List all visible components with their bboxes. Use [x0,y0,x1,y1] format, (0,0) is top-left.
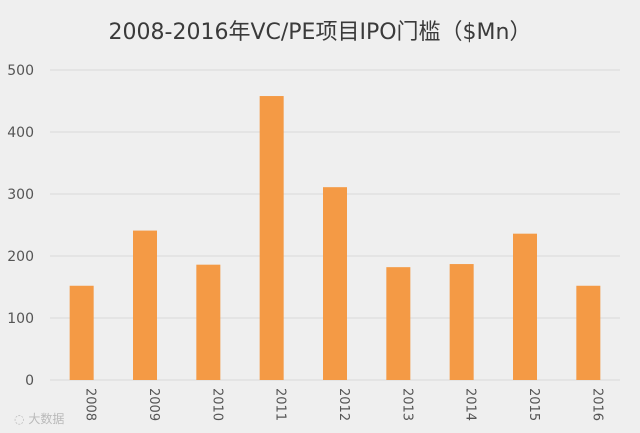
bar-2010[interactable] [196,264,221,380]
bar-2009[interactable] [133,230,157,380]
y-tick-label: 100 [7,311,34,327]
x-tick-label: 2015 [526,388,541,421]
x-tick-label: 2013 [399,388,414,421]
y-tick-label: 200 [7,249,34,265]
bar-2016[interactable] [576,285,601,380]
watermark-text: 大数据 [28,412,65,426]
x-tick-label: 2014 [463,388,478,421]
x-axis-ticks: 2008 2009 2010 2011 2012 2013 2014 2015 2016 [83,388,605,421]
y-axis-ticks: 0 100 200 300 400 500 [7,63,34,389]
bar-2012[interactable] [323,187,347,380]
bar-2015[interactable] [513,233,537,380]
y-tick-label: 300 [7,187,34,203]
x-tick-label: 2011 [273,388,288,421]
bar-2008[interactable] [69,285,94,380]
bar-2013[interactable] [386,267,411,380]
x-tick-label: 2009 [146,388,161,421]
y-tick-label: 400 [7,125,34,141]
y-tick-label: 500 [7,63,34,79]
bar-2011[interactable] [259,96,284,380]
watermark: ◌ 大数据 [14,410,64,427]
x-tick-label: 2008 [83,388,98,421]
watermark-icon: ◌ [14,412,25,426]
x-tick-label: 2010 [209,388,224,421]
chart-title: 2008-2016年VC/PE项目IPO门槛（$Mn） [108,20,532,45]
y-tick-label: 0 [25,373,34,389]
bar-2014[interactable] [449,264,474,380]
bar-layer [69,96,601,380]
x-tick-label: 2012 [336,388,351,421]
x-tick-label: 2016 [589,388,604,421]
